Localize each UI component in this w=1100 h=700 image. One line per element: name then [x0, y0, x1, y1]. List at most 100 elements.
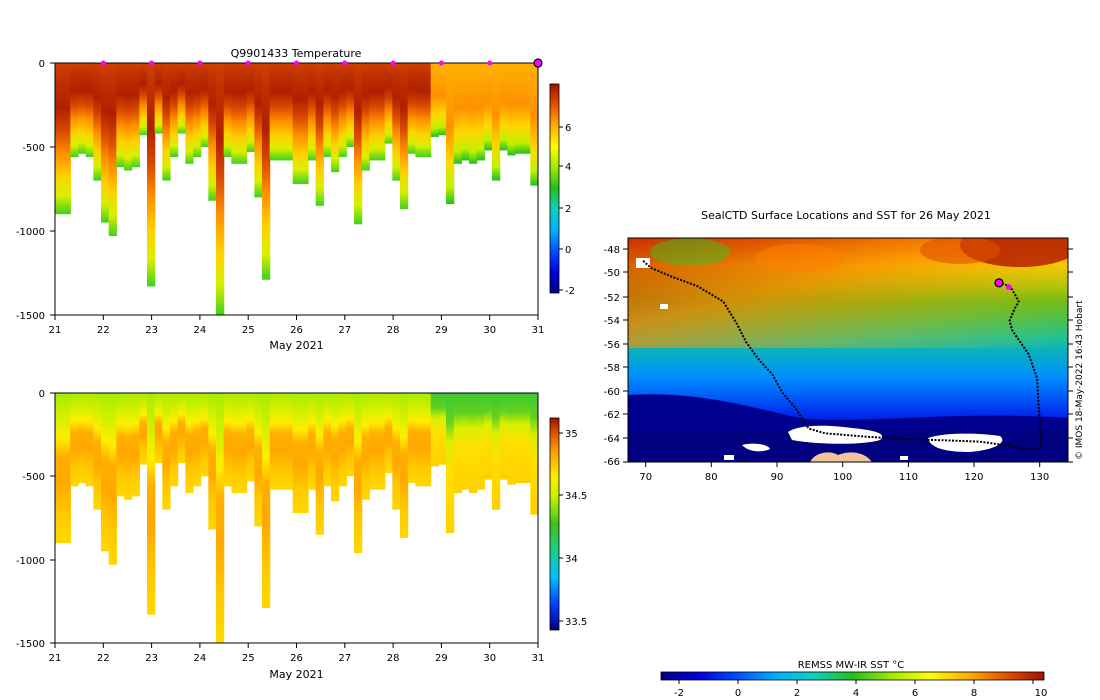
y-tick-label: -1500	[16, 639, 45, 650]
lat-tick-label: -64	[604, 434, 620, 445]
profile-column	[522, 393, 531, 483]
x-tick-label: 28	[387, 325, 400, 336]
profile-column	[269, 63, 278, 161]
x-axis-label: May 2021	[269, 339, 323, 352]
temperature-markers	[100, 58, 543, 68]
seal-position-marker	[1005, 284, 1012, 291]
profile-column	[461, 63, 470, 161]
profile-column	[200, 393, 209, 477]
profile-column	[361, 393, 370, 500]
seal-position-marker	[994, 278, 1004, 288]
temperature-colorbar: 6 4 2 0 -2	[549, 83, 575, 297]
profile-column	[216, 393, 225, 643]
profile-column	[55, 63, 64, 215]
y-tick-label: -1000	[16, 556, 45, 567]
profile-column	[116, 393, 125, 497]
temperature-plot: Q9901433 Temperature 0 -500 -1000 -1500	[16, 47, 575, 352]
profile-column	[254, 63, 263, 198]
y-tick-label: -500	[22, 472, 45, 483]
profile-column	[262, 393, 271, 608]
sst-colorbar-tick: 0	[735, 688, 741, 699]
profile-column	[377, 393, 386, 490]
profile-column	[70, 63, 79, 158]
profile-column	[262, 63, 271, 280]
profile-column	[522, 63, 531, 154]
profile-column	[254, 393, 263, 527]
x-tick-label: 23	[145, 653, 158, 664]
profile-column	[177, 393, 186, 463]
profile-column	[78, 63, 87, 154]
profile-column	[185, 63, 194, 164]
profile-column	[377, 63, 386, 161]
profile-column	[492, 393, 501, 510]
profile-column	[269, 393, 278, 490]
surface-position-marker	[100, 60, 106, 66]
profile-column	[515, 393, 524, 483]
map-x-axis: 70 80 90 100 110 120 130	[639, 462, 1049, 483]
x-tick-label: 30	[483, 653, 496, 664]
profile-column	[469, 393, 478, 493]
lat-tick-label: -58	[604, 363, 620, 374]
profile-column	[507, 393, 516, 485]
x-tick-label: 21	[49, 325, 62, 336]
profile-column	[70, 393, 79, 487]
profile-column	[308, 63, 317, 161]
profile-column	[78, 393, 87, 483]
x-tick-label: 26	[290, 325, 303, 336]
profile-column	[331, 63, 340, 173]
profile-column	[354, 63, 363, 225]
colorbar-tick: -2	[565, 286, 575, 297]
profile-column	[208, 63, 217, 201]
profile-column	[354, 393, 363, 553]
x-tick-label: 31	[532, 325, 545, 336]
lat-tick-label: -66	[604, 457, 620, 468]
profile-column	[423, 63, 432, 158]
profile-column	[315, 393, 324, 535]
surface-position-marker	[390, 60, 396, 66]
profile-column	[338, 63, 347, 158]
profile-column	[131, 63, 140, 168]
lat-tick-label: -62	[604, 410, 620, 421]
x-axis-label: May 2021	[269, 668, 323, 681]
x-tick-label: 31	[532, 653, 545, 664]
y-tick-label: -1000	[16, 227, 45, 238]
sst-colorbar-tick: 2	[794, 688, 800, 699]
profile-column	[300, 393, 309, 513]
profile-column	[292, 63, 301, 184]
profile-column	[323, 63, 332, 158]
profile-column	[300, 63, 309, 184]
profile-column	[315, 63, 324, 206]
colorbar-tick: 35	[565, 429, 578, 440]
profile-column	[338, 393, 347, 487]
colorbar-tick: 2	[565, 204, 571, 215]
lat-tick-label: -48	[604, 245, 620, 256]
colorbar-tick: 4	[565, 162, 571, 173]
profile-column	[147, 63, 156, 287]
seal-track	[642, 260, 1043, 452]
lon-tick-label: 120	[964, 472, 983, 483]
salinity-profiles	[55, 393, 538, 643]
lon-tick-label: 90	[771, 472, 784, 483]
profile-column	[415, 63, 424, 158]
surface-position-marker	[294, 60, 299, 66]
sst-colorbar-tick: 4	[853, 688, 859, 699]
profile-column	[124, 63, 133, 171]
profile-column	[55, 393, 64, 543]
salinity-field	[55, 393, 538, 643]
temperature-x-axis: 21 22 23 24 25 26 27 28 29 30 31 May 202…	[49, 315, 545, 352]
profile-column	[231, 393, 240, 493]
profile-column	[415, 393, 424, 487]
map-title: SealCTD Surface Locations and SST for 26…	[701, 209, 991, 222]
profile-column	[147, 393, 156, 615]
x-tick-label: 21	[49, 653, 62, 664]
profile-column	[407, 393, 416, 483]
profile-column	[430, 63, 439, 137]
surface-position-marker	[245, 60, 251, 66]
profile-column	[400, 63, 409, 210]
x-tick-label: 30	[483, 325, 496, 336]
map-frame	[627, 237, 1069, 463]
x-tick-label: 25	[242, 325, 255, 336]
lat-tick-label: -52	[604, 293, 620, 304]
lon-tick-label: 70	[639, 472, 652, 483]
profile-column	[430, 393, 439, 467]
